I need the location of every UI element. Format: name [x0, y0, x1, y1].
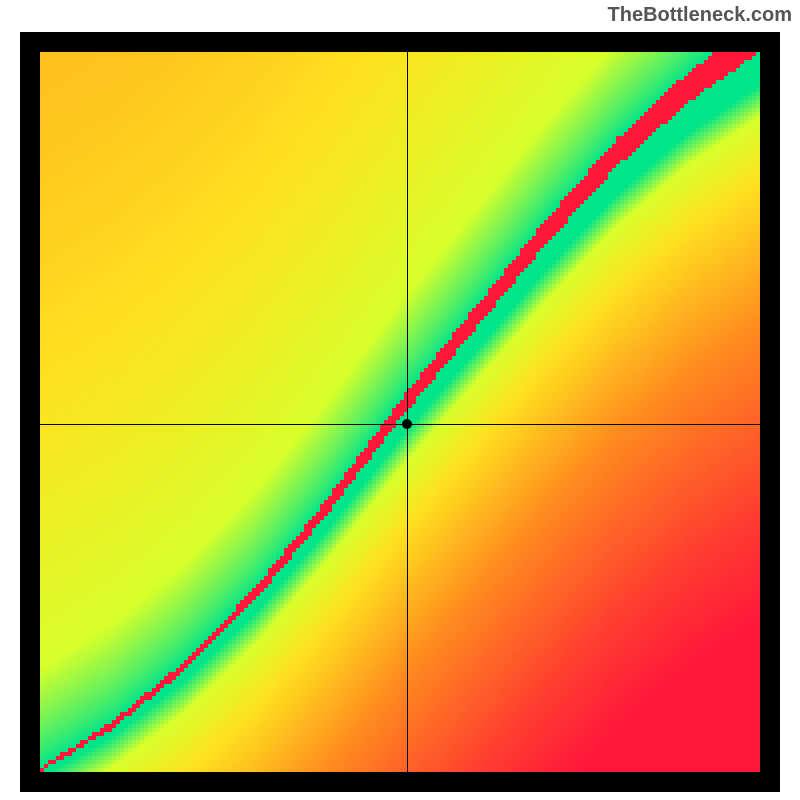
watermark-text: TheBottleneck.com	[608, 4, 792, 27]
crosshair-horizontal	[40, 424, 760, 425]
chart-container: TheBottleneck.com	[0, 0, 800, 800]
crosshair-vertical	[407, 52, 408, 772]
data-point-marker	[402, 419, 412, 429]
plot-area	[40, 52, 760, 772]
chart-frame	[20, 32, 780, 792]
heatmap-canvas	[40, 52, 760, 772]
